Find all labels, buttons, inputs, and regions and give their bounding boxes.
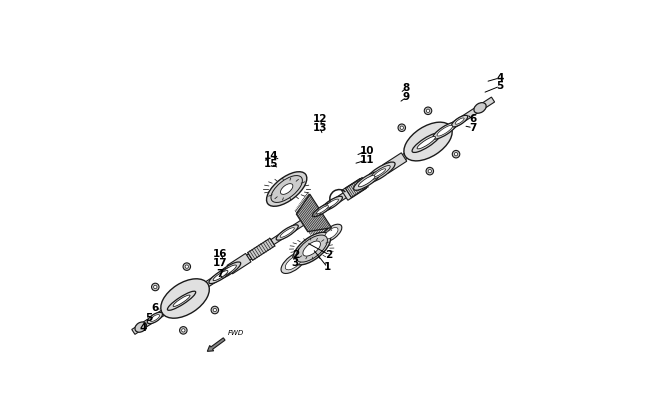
Text: 6: 6 [152, 303, 159, 313]
Ellipse shape [437, 125, 452, 136]
Ellipse shape [215, 262, 240, 280]
Ellipse shape [417, 136, 436, 149]
Ellipse shape [296, 235, 328, 262]
Circle shape [454, 153, 458, 156]
Ellipse shape [474, 103, 486, 113]
Circle shape [398, 124, 406, 132]
Text: 15: 15 [264, 159, 278, 169]
Text: 14: 14 [263, 150, 278, 161]
Text: 7: 7 [469, 123, 476, 133]
Text: 17: 17 [213, 258, 228, 268]
Circle shape [181, 329, 185, 332]
Ellipse shape [370, 166, 390, 180]
Text: 2: 2 [326, 250, 333, 260]
Ellipse shape [313, 203, 332, 217]
Text: 5: 5 [146, 313, 153, 323]
Ellipse shape [317, 206, 328, 214]
Ellipse shape [168, 291, 196, 310]
Circle shape [151, 283, 159, 291]
Circle shape [400, 126, 404, 130]
Ellipse shape [281, 252, 306, 273]
Ellipse shape [325, 227, 338, 239]
Text: 3: 3 [291, 258, 298, 268]
Circle shape [183, 263, 190, 270]
Text: 2: 2 [292, 250, 300, 260]
Ellipse shape [354, 172, 380, 190]
Ellipse shape [455, 118, 464, 124]
Ellipse shape [150, 315, 159, 321]
Circle shape [426, 167, 434, 175]
Ellipse shape [281, 184, 293, 194]
Polygon shape [345, 178, 368, 198]
Circle shape [452, 150, 460, 158]
Polygon shape [383, 153, 407, 173]
Text: 8: 8 [402, 83, 410, 93]
Polygon shape [227, 253, 251, 274]
Ellipse shape [285, 255, 302, 270]
Ellipse shape [325, 199, 339, 209]
Ellipse shape [280, 228, 294, 237]
Ellipse shape [161, 279, 209, 318]
Ellipse shape [292, 232, 331, 265]
Circle shape [185, 265, 188, 268]
Text: 1: 1 [324, 263, 331, 272]
Text: FWD: FWD [227, 330, 244, 336]
Circle shape [424, 107, 432, 115]
Polygon shape [132, 97, 495, 334]
Ellipse shape [276, 225, 298, 240]
Text: 12: 12 [313, 115, 327, 125]
Ellipse shape [452, 115, 468, 127]
Ellipse shape [135, 322, 147, 332]
Text: 6: 6 [469, 115, 476, 125]
Ellipse shape [173, 295, 190, 306]
Text: 16: 16 [213, 249, 228, 259]
Circle shape [213, 308, 216, 312]
Text: 4: 4 [497, 73, 504, 83]
Ellipse shape [266, 172, 307, 206]
Circle shape [428, 169, 432, 173]
Circle shape [211, 306, 218, 314]
Circle shape [153, 285, 157, 289]
Ellipse shape [412, 133, 441, 153]
Ellipse shape [321, 196, 343, 211]
Ellipse shape [374, 169, 385, 176]
Ellipse shape [404, 122, 452, 161]
Ellipse shape [213, 270, 228, 280]
Circle shape [179, 326, 187, 334]
Text: 5: 5 [497, 81, 504, 91]
Text: 10: 10 [359, 146, 374, 155]
Ellipse shape [209, 268, 232, 283]
Ellipse shape [358, 175, 376, 187]
Ellipse shape [365, 162, 395, 183]
Ellipse shape [303, 241, 320, 256]
Ellipse shape [321, 224, 342, 242]
Polygon shape [341, 178, 367, 200]
Ellipse shape [271, 176, 302, 202]
Polygon shape [296, 194, 332, 232]
Text: 7: 7 [216, 269, 224, 278]
Text: 11: 11 [359, 155, 374, 165]
Ellipse shape [220, 265, 237, 277]
Polygon shape [248, 238, 275, 260]
Circle shape [426, 109, 430, 112]
Ellipse shape [433, 122, 457, 139]
FancyArrow shape [207, 338, 225, 352]
Ellipse shape [148, 312, 162, 324]
Text: 13: 13 [313, 123, 327, 133]
Text: 9: 9 [403, 92, 410, 102]
Text: 4: 4 [139, 323, 147, 333]
